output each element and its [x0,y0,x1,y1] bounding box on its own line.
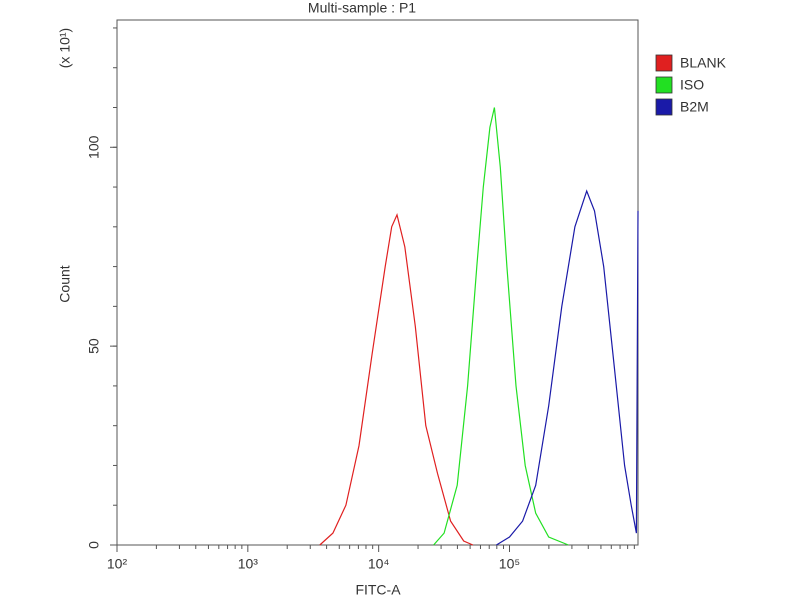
series-line [433,107,569,546]
series-line [496,189,639,546]
y-multiplier: (x 10¹) [57,28,73,68]
y-tick-label: 100 [86,135,102,159]
x-tick-label: 10⁵ [499,556,520,572]
legend-label: BLANK [680,55,727,71]
y-tick-label: 50 [86,338,102,354]
y-tick-label: 0 [86,541,102,549]
chart-title: Multi-sample : P1 [308,0,416,16]
plot-frame [116,19,639,546]
legend-swatch [655,76,673,94]
x-tick-label: 10⁴ [368,556,390,572]
series-line [319,213,474,546]
legend-swatch [655,98,673,116]
legend-swatch [655,54,673,72]
y-axis-label: Count [57,265,73,302]
x-tick-label: 10² [107,556,128,572]
x-tick-label: 10³ [238,556,259,572]
x-axis-label: FITC-A [355,582,401,598]
legend-label: B2M [680,99,709,115]
legend-label: ISO [680,77,704,93]
